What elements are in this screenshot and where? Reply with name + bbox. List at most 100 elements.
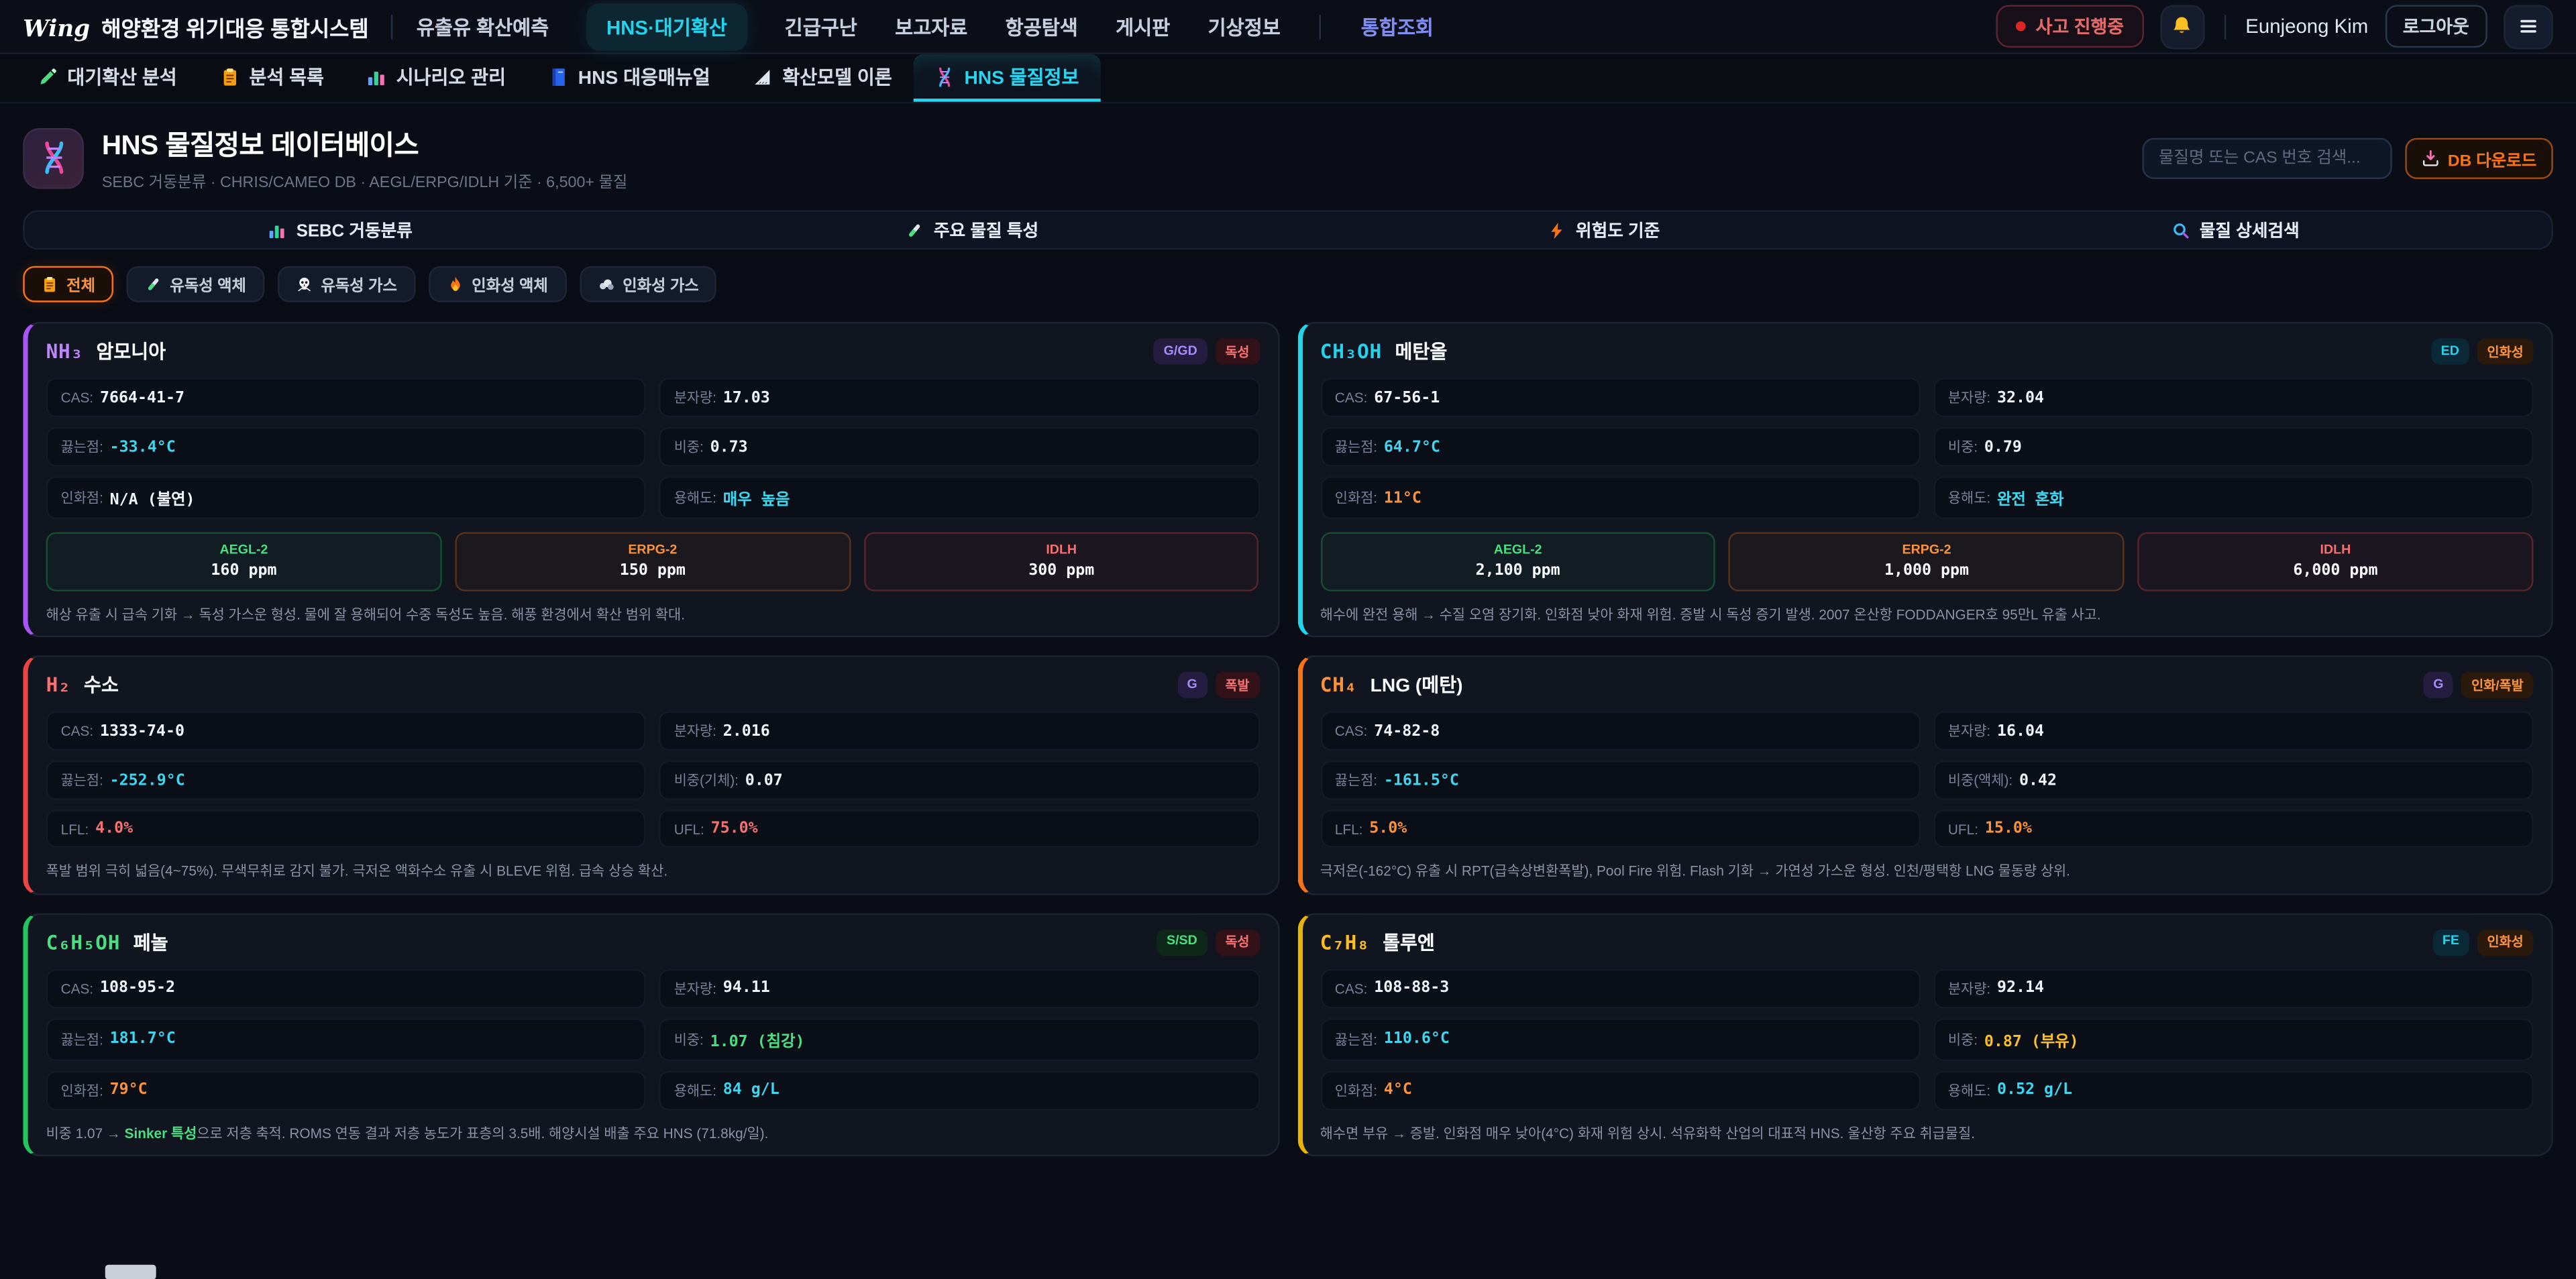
- threshold-row: AEGL-2 2,100 ppm ERPG-2 1,000 ppm IDLH 6,000 …: [1320, 532, 2534, 592]
- field-label: 끓는점:: [1334, 1031, 1378, 1048]
- chemical-formula: NH₃: [46, 339, 83, 364]
- divider: [2224, 13, 2226, 39]
- page-subtitle: SEBC 거동분류 · CHRIS/CAMEO DB · AEGL/ERPG/I…: [101, 174, 628, 192]
- dna-icon: [37, 141, 70, 174]
- tab-2[interactable]: 분석 목록: [199, 54, 345, 102]
- field-value: -161.5°C: [1383, 771, 1459, 790]
- gas-icon: [597, 276, 614, 293]
- nav-item-8[interactable]: 통합조회: [1360, 15, 1434, 39]
- field-pill: 분자량: 16.04: [1933, 712, 2534, 751]
- field-label: 끓는점:: [1334, 438, 1378, 455]
- field-pill: 비중: 1.07 (침강): [659, 1017, 1260, 1061]
- field-label: 분자량:: [674, 980, 716, 997]
- filter-chip-2[interactable]: 유독성 액체: [126, 266, 264, 302]
- db-download-button[interactable]: DB 다운로드: [2405, 137, 2553, 178]
- hamburger-menu-button[interactable]: [2504, 4, 2553, 49]
- card-note: 해상 유출 시 급속 기화 → 독성 가스운 형성. 물에 잘 용해되어 수중 …: [46, 604, 1260, 624]
- threshold-box-idlh: IDLH 6,000 ppm: [2137, 532, 2534, 592]
- badge-group: G/GD 독성: [1153, 338, 1260, 365]
- threshold-label: ERPG-2: [628, 542, 678, 557]
- nav-item-7[interactable]: 기상정보: [1208, 15, 1281, 39]
- material-card-phenol: C₆H₅OH 페놀 S/SD 독성 CAS: 108-95-2 분자량: 94.11 끓는점: 1…: [23, 912, 1279, 1156]
- note-text: 해상 유출 시 급속 기화 → 독성 가스운 형성. 물에 잘 용해되어 수중 …: [46, 606, 686, 623]
- filter-chip-4[interactable]: 인화성 액체: [428, 266, 566, 302]
- field-pill: LFL: 5.0%: [1320, 810, 1921, 848]
- notifications-button[interactable]: [2159, 4, 2205, 49]
- field-value: 94.11: [722, 979, 770, 997]
- filter-chip-label: 유독성 가스: [321, 277, 397, 296]
- chemical-formula: CH₃OH: [1320, 339, 1382, 364]
- sub-tab-bar: 대기확산 분석 분석 목록 시나리오 관리 HNS 대응매뉴얼 확산모델 이론 HNS 물…: [0, 54, 2576, 104]
- red-dot-icon: [2016, 21, 2026, 32]
- threshold-row: AEGL-2 160 ppm ERPG-2 150 ppm IDLH 300 ppm: [46, 532, 1260, 592]
- nav-item-6[interactable]: 게시판: [1116, 15, 1171, 39]
- tab-1[interactable]: 대기확산 분석: [16, 54, 198, 102]
- field-value: 17.03: [722, 388, 770, 407]
- filter-chip-label: 인화성 가스: [623, 277, 699, 296]
- field-pill: 분자량: 92.14: [1933, 968, 2534, 1008]
- material-card-hydrogen: H₂ 수소 G 폭발 CAS: 1333-74-0 분자량: 2.016 끓는점: -252.9°…: [23, 655, 1279, 895]
- hamburger-icon: [2517, 15, 2540, 38]
- badge-group: ED 인화성: [2430, 338, 2534, 365]
- badge-group: S/SD 독성: [1157, 929, 1260, 956]
- section-tab-label: 위험도 기준: [1575, 221, 1660, 241]
- nav-item-5[interactable]: 항공탐색: [1005, 15, 1078, 39]
- hazard-badge: 독성: [1215, 929, 1260, 956]
- scrollbar-thumb[interactable]: [105, 1264, 156, 1279]
- threshold-value: 6,000 ppm: [2293, 561, 2378, 580]
- logout-button[interactable]: 로그아웃: [2384, 5, 2487, 48]
- tube-icon: [906, 221, 924, 239]
- field-pill: CAS: 7664-41-7: [46, 378, 647, 418]
- filter-chip-label: 전체: [66, 277, 96, 296]
- tab-4[interactable]: HNS 대응매뉴얼: [527, 54, 732, 102]
- field-label: CAS:: [1334, 723, 1368, 740]
- field-label: 분자량:: [674, 723, 716, 740]
- hazard-badge: G: [2423, 672, 2454, 699]
- card-note: 해수에 완전 용해 → 수질 오염 장기화. 인화점 낮아 화재 위험. 증발 …: [1320, 604, 2534, 624]
- main-nav: 유출유 확산예측 HNS·대기확산 긴급구난 보고자료 항공탐색 게시판 기상정보 통합조회: [416, 2, 1434, 50]
- field-grid: CAS: 67-56-1 분자량: 32.04 끓는점: 64.7°C 비중: 0.79 인화점…: [1320, 378, 2534, 519]
- filter-chip-5[interactable]: 인화성 가스: [579, 266, 717, 302]
- section-tab-3[interactable]: 위험도 기준: [1288, 212, 1920, 248]
- threshold-box-erpg-2: ERPG-2 150 ppm: [454, 532, 851, 592]
- field-pill: 비중(액체): 0.42: [1933, 761, 2534, 801]
- filter-chip-3[interactable]: 유독성 가스: [277, 266, 415, 302]
- field-pill: 용해도: 완전 혼화: [1933, 476, 2534, 519]
- field-pill: 인화점: 11°C: [1320, 476, 1921, 519]
- search-input[interactable]: [2142, 137, 2392, 178]
- card-header: C₆H₅OH 페놀 S/SD 독성: [46, 929, 1260, 956]
- field-value: 7664-41-7: [100, 388, 185, 407]
- nav-item-4[interactable]: 보고자료: [895, 15, 968, 39]
- field-pill: 끓는점: -161.5°C: [1320, 761, 1921, 801]
- tab-5[interactable]: 확산모델 이론: [731, 54, 913, 102]
- note-text: 비중 1.07 →: [46, 1124, 125, 1142]
- magnifier-icon: [2171, 221, 2190, 239]
- filter-chip-1[interactable]: 전체: [23, 266, 113, 302]
- field-label: 끓는점:: [60, 1031, 103, 1048]
- field-value: 1.07 (침강): [710, 1032, 805, 1051]
- tab-6[interactable]: HNS 물질정보: [913, 54, 1101, 102]
- nav-item-3[interactable]: 긴급구난: [784, 15, 857, 39]
- top-bar: Wing 해양환경 위기대응 통합시스템 유출유 확산예측 HNS·대기확산 긴급구…: [0, 0, 2576, 54]
- field-pill: 용해도: 84 g/L: [659, 1070, 1260, 1110]
- tab-3[interactable]: 시나리오 관리: [345, 54, 527, 102]
- threshold-box-aegl-2: AEGL-2 160 ppm: [46, 532, 442, 592]
- nav-item-1[interactable]: 유출유 확산예측: [416, 15, 549, 39]
- field-pill: 용해도: 매우 높음: [659, 476, 1260, 519]
- field-value: 74-82-8: [1374, 722, 1440, 741]
- section-tab-2[interactable]: 주요 물질 특성: [656, 212, 1288, 248]
- card-header: C₇H₈ 톨루엔 FE 인화성: [1320, 929, 2534, 956]
- note-text: 폭발 범위 극히 넓음(4~75%). 무색무취로 감지 불가. 극저온 액화수…: [46, 863, 668, 879]
- hazard-badge: 독성: [1215, 338, 1260, 365]
- page-header-actions: DB 다운로드: [2142, 137, 2553, 178]
- nav-item-2[interactable]: HNS·대기확산: [586, 2, 747, 50]
- top-bar-right: 사고 진행중 Eunjeong Kim 로그아웃: [1996, 4, 2553, 49]
- section-tab-1[interactable]: SEBC 거동분류: [25, 212, 657, 248]
- field-label: 인화점:: [60, 1081, 103, 1099]
- field-value: 0.73: [710, 437, 748, 456]
- fire-icon: [446, 276, 464, 293]
- field-grid: CAS: 74-82-8 분자량: 16.04 끓는점: -161.5°C 비중(액체): 0…: [1320, 712, 2534, 848]
- section-tab-4[interactable]: 물질 상세검색: [1920, 212, 2552, 248]
- field-label: CAS:: [60, 723, 94, 740]
- material-card-lng-methane: CH₄ LNG (메탄) G 인화/폭발 CAS: 74-82-8 분자량: 16.04 끓는점…: [1297, 655, 2553, 895]
